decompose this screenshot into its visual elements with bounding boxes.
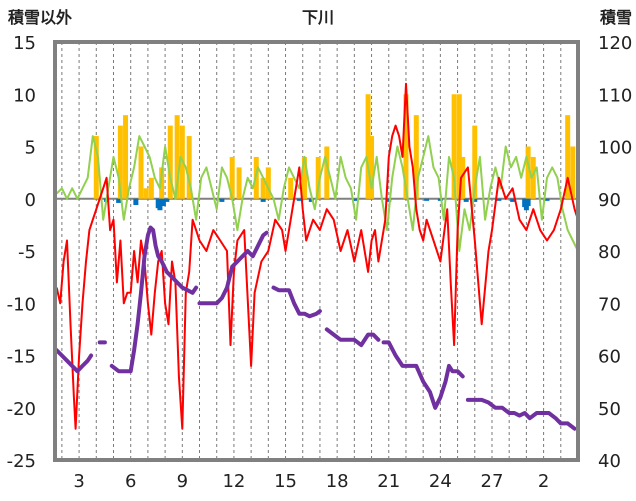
right-tick-label: 40 <box>598 451 621 472</box>
yellow-bar-10 <box>186 136 192 199</box>
x-tick-label: 24 <box>429 471 452 492</box>
blue-bar-2 <box>133 198 139 206</box>
blue-bar-17 <box>496 198 502 201</box>
yellow-bar-11 <box>229 156 235 199</box>
left-tick-label: -25 <box>7 451 36 472</box>
blue-bar-11 <box>353 198 359 201</box>
yellow-bar-26 <box>460 156 466 199</box>
blue-bar-12 <box>386 198 392 202</box>
blue-bar-6 <box>164 198 170 202</box>
blue-bar-13 <box>424 198 430 201</box>
blue-bar-22 <box>544 198 550 201</box>
purple-series-segment-6 <box>381 340 465 410</box>
purple-series-segment-0 <box>54 348 94 374</box>
series-lines <box>54 82 579 431</box>
right-tick-label: 90 <box>598 190 621 211</box>
yellow-bar-4 <box>143 188 149 199</box>
right-axis-label: 積雪 <box>599 8 632 27</box>
purple-series-segment-4 <box>271 285 322 319</box>
right-tick-label: 60 <box>598 347 621 368</box>
yellow-bar-29 <box>530 156 536 199</box>
right-tick-label: 50 <box>598 399 621 420</box>
right-axis-ticks: 120 110 100 90 80 70 60 50 40 <box>598 33 632 472</box>
yellow-bar-8 <box>174 115 180 199</box>
yellow-bar-20 <box>365 94 371 199</box>
yellow-bar-31 <box>570 146 576 199</box>
x-tick-label: 2 <box>538 471 549 492</box>
x-tick-label: 9 <box>177 471 188 492</box>
blue-bar-1 <box>116 198 122 203</box>
x-tick-label: 18 <box>326 471 349 492</box>
purple-series-segment-2 <box>109 225 199 374</box>
purple-series-segment-7 <box>465 397 577 431</box>
yellow-bar-5 <box>148 177 154 199</box>
yellow-bar-17 <box>301 156 307 199</box>
yellow-bar-22 <box>403 94 409 199</box>
yellow-bar-3 <box>138 146 144 199</box>
yellow-bar-0 <box>93 136 99 199</box>
yellow-bar-25 <box>456 94 462 199</box>
left-tick-label: 0 <box>25 190 36 211</box>
precipitation-bars <box>93 94 576 211</box>
blue-bar-5 <box>160 198 166 207</box>
right-tick-label: 100 <box>598 138 632 159</box>
right-tick-label: 80 <box>598 242 621 263</box>
blue-bar-8 <box>260 198 266 202</box>
purple-series-segment-5 <box>324 327 381 348</box>
yellow-bar-19 <box>324 146 330 199</box>
x-tick-label: 12 <box>222 471 245 492</box>
x-axis-ticks: 3 6 9 12 15 18 21 24 27 2 <box>73 471 549 492</box>
left-tick-label: -10 <box>7 294 36 315</box>
blue-bar-7 <box>219 198 225 202</box>
blue-bar-16 <box>472 198 478 202</box>
yellow-bar-16 <box>288 177 294 199</box>
x-tick-label: 6 <box>125 471 136 492</box>
yellow-bar-12 <box>236 167 242 199</box>
yellow-bar-2 <box>123 115 129 199</box>
yellow-bar-1 <box>117 125 123 199</box>
yellow-bar-28 <box>525 146 531 199</box>
blue-bar-9 <box>296 198 302 201</box>
blue-bar-18 <box>510 198 516 202</box>
purple-series-segment-3 <box>197 230 269 306</box>
yellow-bar-27 <box>472 125 478 199</box>
yellow-bar-23 <box>413 115 419 199</box>
right-tick-label: 70 <box>598 294 621 315</box>
yellow-bar-6 <box>159 167 165 199</box>
green-series-line <box>55 135 579 252</box>
yellow-bar-30 <box>565 115 571 199</box>
blue-bar-4 <box>157 198 163 211</box>
left-tick-label: -5 <box>18 242 36 263</box>
x-tick-label: 27 <box>481 471 504 492</box>
plot-area <box>53 40 580 462</box>
yellow-bar-7 <box>167 125 173 199</box>
blue-bar-21 <box>525 198 531 207</box>
right-tick-label: 120 <box>598 33 632 54</box>
chart-title: 下川 <box>302 8 334 27</box>
left-axis-label: 積雪以外 <box>7 8 72 27</box>
left-tick-label: 5 <box>25 138 36 159</box>
blue-bar-15 <box>463 198 469 202</box>
x-tick-label: 3 <box>73 471 84 492</box>
yellow-bar-24 <box>451 94 457 199</box>
yellow-bar-14 <box>260 177 266 199</box>
yellow-bar-15 <box>265 167 271 199</box>
blue-bar-10 <box>308 198 314 202</box>
x-tick-label: 21 <box>377 471 400 492</box>
yellow-bar-18 <box>315 156 321 199</box>
yellow-bar-21 <box>369 136 375 199</box>
left-tick-label: 10 <box>13 85 36 106</box>
red-series-line <box>55 82 579 430</box>
right-tick-label: 110 <box>598 85 632 106</box>
left-axis-ticks: 15 10 5 0 -5 -10 -15 -20 -25 <box>7 33 36 472</box>
left-tick-label: -20 <box>7 399 36 420</box>
left-tick-label: -15 <box>7 347 36 368</box>
left-tick-label: 15 <box>13 33 36 54</box>
x-tick-label: 15 <box>274 471 297 492</box>
